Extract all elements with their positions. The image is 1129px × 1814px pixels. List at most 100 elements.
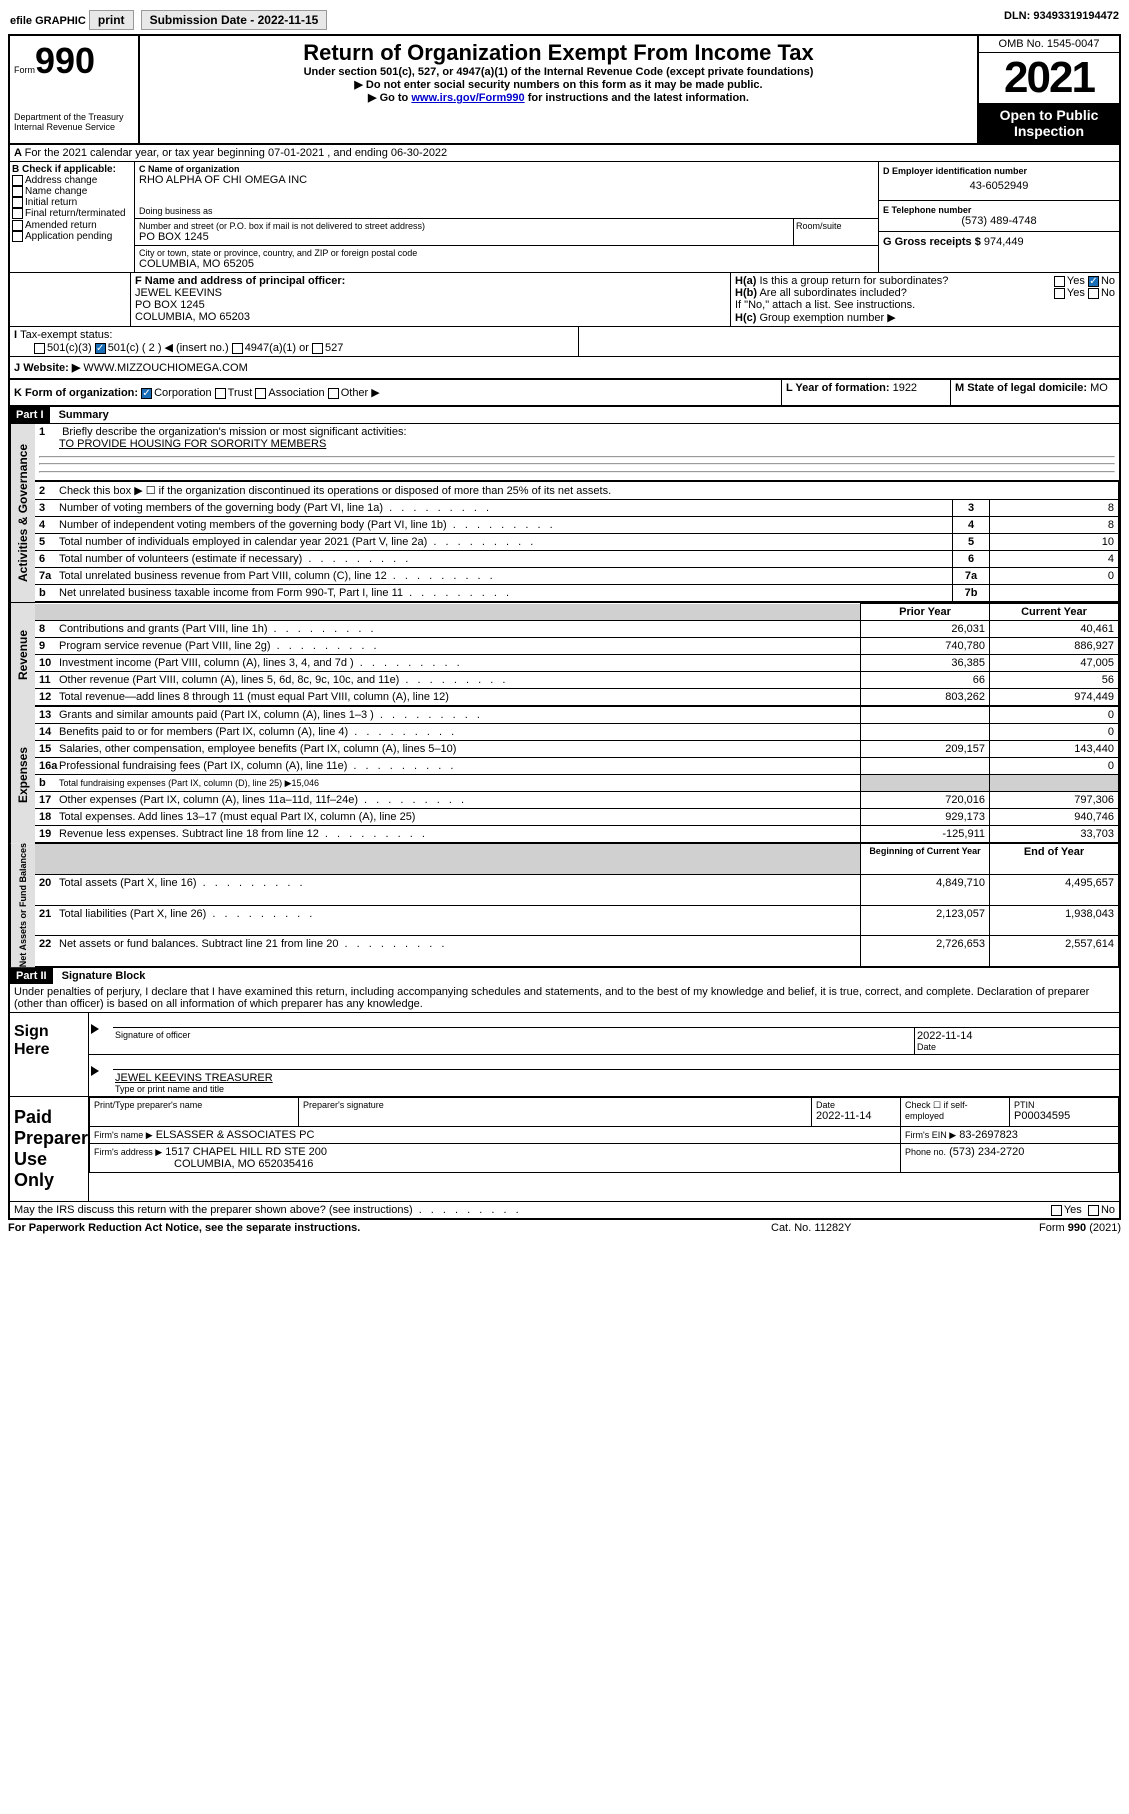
hb-yes-cb[interactable] bbox=[1054, 288, 1065, 299]
may-no: No bbox=[1101, 1204, 1115, 1216]
r22-c: 2,557,614 bbox=[990, 936, 1119, 967]
firm-ein-label: Firm's EIN ▶ bbox=[905, 1130, 956, 1140]
k-assoc: Association bbox=[268, 387, 324, 399]
checkbox-name-change[interactable] bbox=[12, 186, 23, 197]
checkbox-amended[interactable] bbox=[12, 220, 23, 231]
r3-val: 8 bbox=[990, 500, 1119, 517]
checkbox-final[interactable] bbox=[12, 208, 23, 219]
checkbox-pending[interactable] bbox=[12, 231, 23, 242]
form-subtitle: Under section 501(c), 527, or 4947(a)(1)… bbox=[144, 66, 973, 78]
r13-p bbox=[861, 707, 990, 724]
cb-assoc[interactable] bbox=[255, 388, 266, 399]
row-21: 21Total liabilities (Part X, line 26)2,1… bbox=[35, 905, 1119, 936]
form-body: Form990 Department of the Treasury Inter… bbox=[8, 34, 1121, 1220]
dba-label: Doing business as bbox=[139, 206, 874, 216]
firm-addr-label: Firm's address ▶ bbox=[94, 1147, 162, 1157]
room-label: Room/suite bbox=[793, 219, 878, 245]
r9-label: Program service revenue (Part VIII, line… bbox=[59, 640, 380, 652]
r7b-box: 7b bbox=[953, 585, 990, 602]
section-b: B Check if applicable: Address change Na… bbox=[10, 162, 135, 272]
cb-corp[interactable]: ✓ bbox=[141, 388, 152, 399]
org-address: PO BOX 1245 bbox=[139, 231, 789, 243]
r19-label: Revenue less expenses. Subtract line 18 … bbox=[59, 828, 428, 840]
col-prior: Prior Year bbox=[861, 604, 990, 621]
i-501c: 501(c) ( 2 ) ◀ (insert no.) bbox=[108, 342, 229, 354]
top-bar: efile GRAPHIC print Submission Date - 20… bbox=[8, 8, 1121, 32]
r5-label: Total number of individuals employed in … bbox=[59, 536, 536, 548]
form-number: 990 bbox=[35, 40, 95, 81]
row-15: 15Salaries, other compensation, employee… bbox=[35, 741, 1119, 758]
penalty-text: Under penalties of perjury, I declare th… bbox=[10, 984, 1119, 1013]
cb-527[interactable] bbox=[312, 343, 323, 354]
may-yes: Yes bbox=[1064, 1204, 1082, 1216]
submission-date: Submission Date - 2022-11-15 bbox=[141, 10, 328, 30]
form-word: Form bbox=[14, 65, 35, 75]
part2-title: Signature Block bbox=[56, 968, 152, 984]
row-14: 14Benefits paid to or for members (Part … bbox=[35, 724, 1119, 741]
cb-other[interactable] bbox=[328, 388, 339, 399]
print-button[interactable]: print bbox=[89, 10, 134, 30]
row-6: 6Total number of volunteers (estimate if… bbox=[35, 551, 1119, 568]
r16a-c: 0 bbox=[990, 758, 1119, 775]
k-corp: Corporation bbox=[154, 387, 211, 399]
cb-501c3[interactable] bbox=[34, 343, 45, 354]
cb-trust[interactable] bbox=[215, 388, 226, 399]
may-yes-cb[interactable] bbox=[1051, 1205, 1062, 1216]
r3-label: Number of voting members of the governin… bbox=[59, 502, 492, 514]
q2: Check this box ▶ ☐ if the organization d… bbox=[59, 485, 611, 497]
checkbox-initial[interactable] bbox=[12, 197, 23, 208]
dln: DLN: 93493319194472 bbox=[1004, 10, 1119, 22]
form-note1: ▶ Do not enter social security numbers o… bbox=[144, 78, 973, 91]
ha-yes-cb[interactable] bbox=[1054, 276, 1065, 287]
e-label: E Telephone number bbox=[883, 205, 1115, 215]
hb-no-cb[interactable] bbox=[1088, 288, 1099, 299]
r3-box: 3 bbox=[953, 500, 990, 517]
checkbox-addr-change[interactable] bbox=[12, 175, 23, 186]
firm-name-label: Firm's name ▶ bbox=[94, 1130, 153, 1140]
sig-name-label: Type or print name and title bbox=[115, 1084, 1117, 1094]
row-3: 3 Number of voting members of the governi… bbox=[35, 500, 1119, 517]
r14-c: 0 bbox=[990, 724, 1119, 741]
firm-ein: 83-2697823 bbox=[959, 1129, 1018, 1141]
footer-cat: Cat. No. 11282Y bbox=[771, 1222, 971, 1234]
form-header: Form990 Department of the Treasury Inter… bbox=[10, 36, 1119, 145]
hb-label: Are all subordinates included? bbox=[759, 287, 906, 299]
arrow-icon bbox=[91, 1024, 99, 1034]
r4-box: 4 bbox=[953, 517, 990, 534]
ha-no-cb[interactable]: ✓ bbox=[1088, 276, 1099, 287]
l-val: 1922 bbox=[893, 382, 917, 394]
r11-c: 56 bbox=[990, 672, 1119, 689]
r16b-p bbox=[861, 775, 990, 792]
r21-label: Total liabilities (Part X, line 26) bbox=[59, 908, 315, 920]
phone-label: Phone no. bbox=[905, 1147, 946, 1157]
firm-name: ELSASSER & ASSOCIATES PC bbox=[156, 1129, 315, 1141]
r15-p: 209,157 bbox=[861, 741, 990, 758]
irs-link[interactable]: www.irs.gov/Form990 bbox=[411, 92, 524, 104]
cb-501c[interactable]: ✓ bbox=[95, 343, 106, 354]
r7b-label: Net unrelated business taxable income fr… bbox=[59, 587, 512, 599]
hb-prefix: H(b) bbox=[735, 287, 757, 299]
r20-c: 4,495,657 bbox=[990, 874, 1119, 905]
officer-name: JEWEL KEEVINS bbox=[135, 287, 726, 299]
org-city: COLUMBIA, MO 65205 bbox=[139, 258, 874, 270]
r16b-label: Total fundraising expenses (Part IX, col… bbox=[59, 778, 319, 788]
ein: 43-6052949 bbox=[883, 176, 1115, 196]
r9-c: 886,927 bbox=[990, 638, 1119, 655]
vtab-governance: Activities & Governance bbox=[10, 424, 35, 602]
r21-c: 1,938,043 bbox=[990, 905, 1119, 936]
r9-p: 740,780 bbox=[861, 638, 990, 655]
sig-officer-label: Signature of officer bbox=[115, 1030, 912, 1040]
sig-date: 2022-11-14 bbox=[917, 1030, 1117, 1042]
cb-4947[interactable] bbox=[232, 343, 243, 354]
sig-name: JEWEL KEEVINS TREASURER bbox=[115, 1072, 1117, 1084]
r12-label: Total revenue—add lines 8 through 11 (mu… bbox=[59, 691, 449, 703]
r16b-c bbox=[990, 775, 1119, 792]
row-9: 9Program service revenue (Part VIII, lin… bbox=[35, 638, 1119, 655]
r22-label: Net assets or fund balances. Subtract li… bbox=[59, 938, 447, 950]
may-no-cb[interactable] bbox=[1088, 1205, 1099, 1216]
r8-c: 40,461 bbox=[990, 621, 1119, 638]
k-other: Other ▶ bbox=[341, 387, 380, 399]
m-label: M State of legal domicile: bbox=[955, 382, 1087, 394]
row-12: 12Total revenue—add lines 8 through 11 (… bbox=[35, 689, 1119, 706]
phone: (573) 489-4748 bbox=[883, 215, 1115, 227]
